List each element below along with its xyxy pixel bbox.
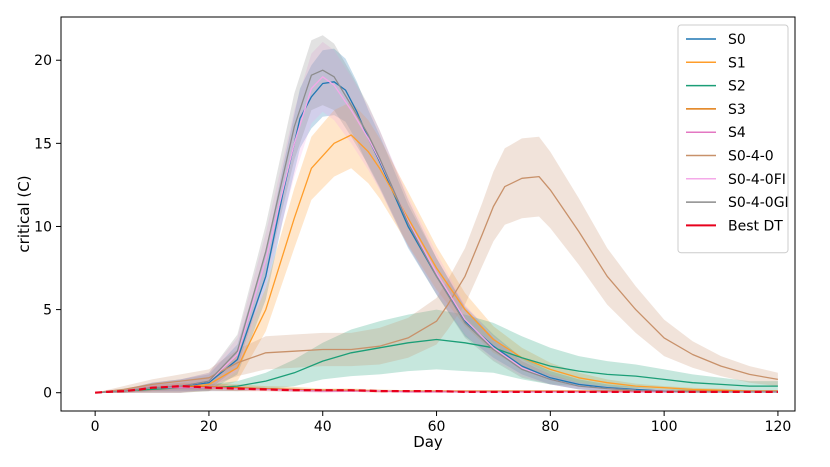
y-axis-label: critical (C) — [15, 175, 33, 252]
legend: S0 S1 S2 S3 S4 S0-4-0 S0-4-0FI S0-4-0GI Best DT — [677, 24, 789, 254]
x-tick-label: 60 — [428, 419, 446, 435]
y-axis-ticks: 0 5 10 15 20 — [34, 53, 61, 402]
y-tick-label: 20 — [34, 53, 52, 69]
x-tick-label: 40 — [314, 419, 332, 435]
legend-entry: S3 — [728, 102, 746, 118]
legend-entry: Best DT — [728, 218, 783, 234]
line-best dt — [95, 385, 778, 394]
legend-entry: S1 — [728, 55, 746, 71]
line-s0-4-0gi — [95, 69, 778, 394]
line-s0-4-0 — [95, 175, 779, 394]
x-tick-label: 20 — [200, 419, 218, 435]
band-s1 — [95, 101, 778, 393]
band-s2 — [95, 309, 778, 393]
band-s4 — [95, 384, 778, 393]
legend-entry: S2 — [728, 79, 746, 95]
y-tick-label: 0 — [43, 386, 52, 402]
legend-entry: S4 — [728, 125, 746, 141]
legend-entry: S0 — [728, 32, 746, 48]
legend-entry: S0-4-0 — [728, 149, 774, 165]
legend-entry: S0-4-0FI — [728, 172, 786, 188]
series-lines — [95, 69, 779, 394]
x-tick-label: 100 — [651, 419, 678, 435]
legend-entry: S0-4-0GI — [728, 195, 789, 211]
x-axis-label: Day — [413, 433, 443, 451]
plot-frame — [60, 16, 796, 412]
x-tick-label: 80 — [541, 419, 559, 435]
x-tick-label: 120 — [765, 419, 792, 435]
x-axis-ticks: 0 20 40 60 80 100 120 — [91, 411, 792, 435]
band-s0-4-0 — [95, 136, 778, 393]
y-tick-label: 5 — [43, 303, 52, 319]
legend-box — [677, 24, 789, 254]
y-tick-label: 15 — [34, 136, 52, 152]
y-tick-label: 10 — [34, 219, 52, 235]
x-tick-label: 0 — [91, 419, 100, 435]
line-s1 — [95, 134, 778, 394]
